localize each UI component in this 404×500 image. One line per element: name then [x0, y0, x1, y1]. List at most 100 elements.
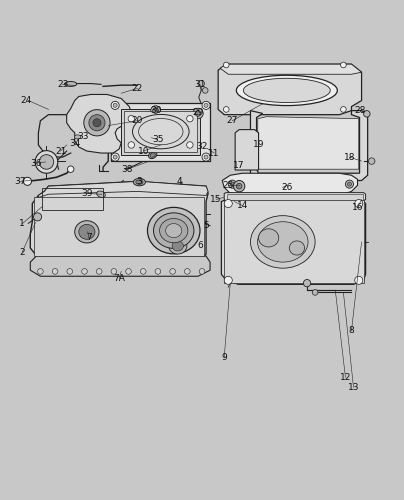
Text: 35: 35	[152, 135, 163, 144]
Ellipse shape	[166, 224, 182, 237]
Circle shape	[111, 268, 117, 274]
Ellipse shape	[172, 241, 183, 251]
Polygon shape	[221, 200, 366, 284]
Text: 21: 21	[55, 146, 66, 156]
Text: 10: 10	[138, 146, 149, 156]
Polygon shape	[224, 192, 366, 202]
Polygon shape	[222, 173, 358, 196]
Text: 13: 13	[348, 383, 359, 392]
Ellipse shape	[168, 238, 187, 254]
Text: 31: 31	[194, 80, 206, 89]
Ellipse shape	[133, 178, 145, 186]
Circle shape	[195, 110, 201, 116]
Text: 36: 36	[31, 158, 42, 168]
Circle shape	[341, 106, 346, 112]
Text: 16: 16	[352, 203, 363, 212]
Text: 34: 34	[69, 139, 80, 148]
Text: 5: 5	[203, 222, 209, 230]
FancyBboxPatch shape	[34, 198, 204, 256]
Circle shape	[202, 153, 210, 161]
Circle shape	[185, 268, 190, 274]
Ellipse shape	[97, 191, 105, 198]
Text: 7A: 7A	[113, 274, 125, 283]
Text: 1: 1	[19, 219, 25, 228]
Circle shape	[34, 213, 42, 221]
FancyBboxPatch shape	[225, 256, 361, 257]
Circle shape	[312, 290, 318, 295]
Circle shape	[82, 268, 87, 274]
Polygon shape	[30, 182, 208, 272]
FancyBboxPatch shape	[225, 202, 361, 205]
Circle shape	[341, 62, 346, 68]
Circle shape	[228, 180, 236, 188]
Text: 7: 7	[86, 234, 92, 242]
FancyBboxPatch shape	[225, 270, 361, 272]
FancyBboxPatch shape	[124, 111, 197, 152]
Ellipse shape	[289, 241, 305, 255]
Text: 22: 22	[132, 84, 143, 93]
Circle shape	[234, 180, 245, 192]
Circle shape	[96, 268, 102, 274]
Text: 28: 28	[354, 106, 365, 115]
Circle shape	[39, 154, 54, 169]
Circle shape	[345, 180, 354, 188]
Polygon shape	[38, 182, 208, 198]
Circle shape	[364, 110, 370, 117]
Circle shape	[38, 268, 43, 274]
FancyBboxPatch shape	[225, 240, 361, 242]
Circle shape	[193, 108, 203, 118]
Polygon shape	[235, 130, 259, 170]
Text: 18: 18	[344, 152, 355, 162]
Text: 39: 39	[81, 189, 93, 198]
Text: 24: 24	[21, 96, 32, 105]
Circle shape	[355, 200, 363, 207]
Circle shape	[199, 268, 205, 274]
Circle shape	[204, 104, 208, 108]
FancyBboxPatch shape	[225, 261, 361, 264]
Ellipse shape	[257, 222, 308, 262]
Text: 26: 26	[281, 183, 292, 192]
Ellipse shape	[236, 76, 337, 106]
Text: 14: 14	[237, 201, 248, 210]
Ellipse shape	[154, 213, 194, 248]
Circle shape	[52, 268, 58, 274]
Text: 29: 29	[192, 108, 204, 117]
Circle shape	[236, 184, 242, 189]
Polygon shape	[30, 256, 210, 276]
Text: 15: 15	[210, 195, 222, 204]
Ellipse shape	[147, 208, 200, 254]
Text: 6: 6	[197, 242, 203, 250]
Ellipse shape	[150, 153, 156, 158]
Ellipse shape	[142, 134, 153, 141]
Circle shape	[153, 108, 158, 114]
Text: 4: 4	[177, 177, 183, 186]
Ellipse shape	[136, 180, 143, 184]
FancyBboxPatch shape	[225, 217, 361, 220]
Text: 9: 9	[221, 352, 227, 362]
Ellipse shape	[84, 110, 110, 136]
Text: 19: 19	[253, 140, 264, 149]
Circle shape	[204, 155, 208, 159]
Text: 17: 17	[233, 160, 244, 170]
Circle shape	[202, 88, 208, 93]
Circle shape	[111, 102, 119, 110]
Circle shape	[67, 166, 74, 172]
Text: 27: 27	[227, 116, 238, 125]
Text: 30: 30	[150, 106, 161, 115]
Circle shape	[198, 80, 204, 87]
Circle shape	[347, 182, 351, 186]
FancyBboxPatch shape	[224, 200, 364, 283]
Ellipse shape	[65, 82, 77, 86]
Text: 23: 23	[57, 80, 68, 89]
FancyBboxPatch shape	[225, 276, 361, 279]
Ellipse shape	[250, 216, 315, 268]
Circle shape	[151, 106, 160, 116]
Circle shape	[35, 150, 58, 173]
Polygon shape	[258, 116, 359, 169]
Circle shape	[224, 276, 232, 284]
Text: 37: 37	[15, 177, 26, 186]
FancyBboxPatch shape	[225, 246, 361, 250]
Circle shape	[128, 142, 135, 148]
Circle shape	[355, 276, 363, 284]
Circle shape	[170, 268, 175, 274]
